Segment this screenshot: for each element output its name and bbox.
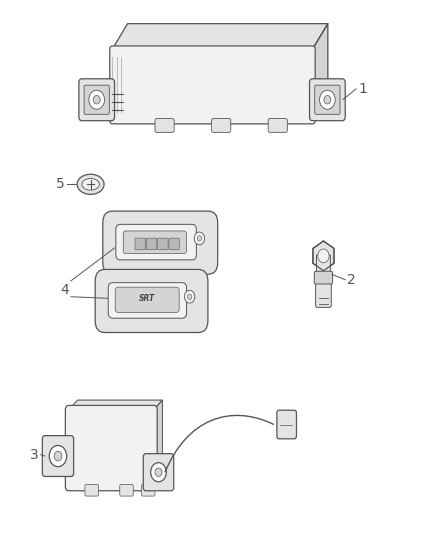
FancyBboxPatch shape bbox=[143, 454, 174, 491]
FancyBboxPatch shape bbox=[158, 238, 168, 250]
FancyBboxPatch shape bbox=[315, 85, 340, 114]
FancyBboxPatch shape bbox=[65, 406, 157, 491]
FancyBboxPatch shape bbox=[310, 79, 345, 120]
Polygon shape bbox=[313, 241, 334, 271]
Circle shape bbox=[184, 290, 195, 303]
Polygon shape bbox=[313, 23, 328, 120]
FancyBboxPatch shape bbox=[135, 238, 145, 250]
Text: 3: 3 bbox=[30, 448, 39, 462]
FancyBboxPatch shape bbox=[316, 279, 331, 308]
FancyBboxPatch shape bbox=[115, 287, 179, 312]
FancyBboxPatch shape bbox=[146, 238, 157, 250]
Circle shape bbox=[49, 446, 67, 467]
Text: SRT: SRT bbox=[139, 294, 155, 303]
FancyBboxPatch shape bbox=[103, 211, 218, 274]
Circle shape bbox=[89, 90, 105, 109]
Circle shape bbox=[194, 232, 205, 245]
Circle shape bbox=[54, 451, 62, 461]
FancyBboxPatch shape bbox=[79, 79, 115, 120]
FancyBboxPatch shape bbox=[110, 46, 315, 124]
Polygon shape bbox=[69, 400, 162, 410]
Text: 4: 4 bbox=[60, 284, 69, 297]
FancyBboxPatch shape bbox=[169, 238, 180, 250]
FancyBboxPatch shape bbox=[314, 271, 332, 284]
Text: 5: 5 bbox=[56, 177, 64, 191]
FancyBboxPatch shape bbox=[108, 282, 187, 318]
Circle shape bbox=[320, 90, 335, 109]
FancyBboxPatch shape bbox=[95, 269, 208, 333]
Circle shape bbox=[187, 294, 192, 300]
Ellipse shape bbox=[77, 174, 104, 195]
FancyBboxPatch shape bbox=[155, 118, 174, 132]
Circle shape bbox=[151, 463, 166, 482]
FancyBboxPatch shape bbox=[85, 484, 99, 496]
Polygon shape bbox=[154, 400, 162, 487]
Circle shape bbox=[197, 236, 201, 241]
FancyBboxPatch shape bbox=[42, 435, 74, 477]
FancyBboxPatch shape bbox=[277, 410, 297, 439]
FancyBboxPatch shape bbox=[268, 118, 287, 132]
Polygon shape bbox=[113, 23, 328, 49]
FancyBboxPatch shape bbox=[141, 484, 155, 496]
Text: 1: 1 bbox=[358, 82, 367, 96]
FancyBboxPatch shape bbox=[212, 118, 231, 132]
FancyBboxPatch shape bbox=[123, 231, 186, 254]
FancyBboxPatch shape bbox=[317, 255, 330, 276]
FancyBboxPatch shape bbox=[84, 85, 110, 114]
Circle shape bbox=[155, 468, 162, 477]
Ellipse shape bbox=[82, 179, 99, 190]
Circle shape bbox=[93, 95, 100, 104]
FancyBboxPatch shape bbox=[116, 224, 196, 260]
Text: 2: 2 bbox=[347, 273, 356, 287]
Circle shape bbox=[318, 249, 329, 263]
Circle shape bbox=[324, 95, 331, 104]
FancyBboxPatch shape bbox=[120, 484, 133, 496]
